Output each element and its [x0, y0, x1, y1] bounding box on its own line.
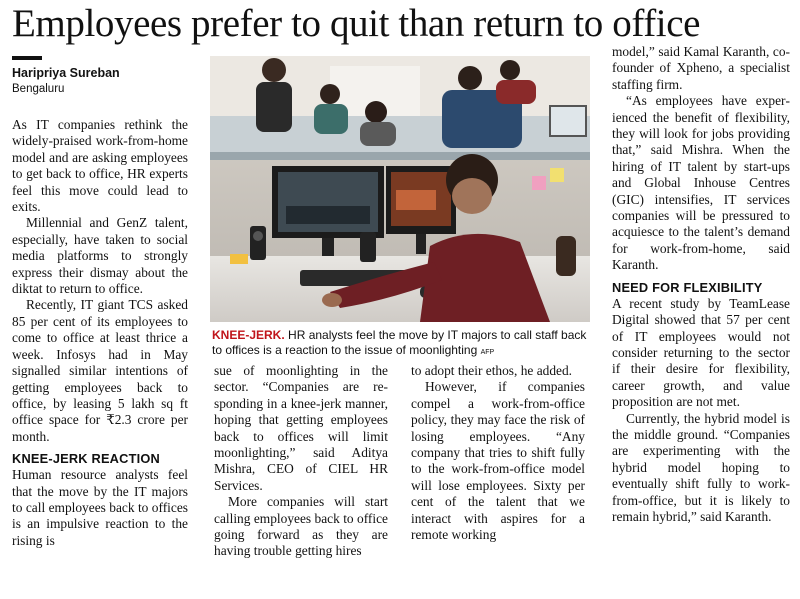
paragraph: “As employees have exper­ienced the bene…: [612, 93, 790, 273]
byline-author: Haripriya Sureban: [12, 66, 120, 80]
paragraph: model,” said Kamal Karanth, co-founder o…: [612, 44, 790, 92]
paragraph: to adopt their ethos, he added.: [411, 363, 573, 378]
headline: Employees prefer to quit than return to …: [12, 2, 701, 45]
article-photo: [210, 56, 590, 322]
paragraph: More companies will start calling employ…: [214, 494, 388, 559]
caption-kicker: KNEE-JERK.: [212, 328, 285, 342]
office-workers-photo: [210, 56, 590, 322]
paragraph: As IT companies rethink the widely-prais…: [12, 117, 188, 215]
paragraph: Recently, IT giant TCS asked 85 per cent…: [12, 297, 188, 444]
paragraph: Millennial and GenZ tal­ent, especially,…: [12, 215, 188, 297]
article-column-1: As IT companies rethink the widely-prais…: [12, 117, 188, 549]
article-column-2: sue of moonlighting in the sector. “Comp…: [214, 363, 388, 560]
photo-caption: KNEE-JERK. HR analysts feel the move by …: [212, 328, 592, 360]
photo-credit: AFP: [480, 349, 495, 356]
article-column-3: to adopt their ethos, he added. However,…: [411, 363, 585, 543]
paragraph: However, if companies compel a work-from…: [411, 379, 585, 543]
paragraph: A recent study by TeamLease Digital show…: [612, 295, 790, 410]
byline-rule: [12, 56, 42, 60]
subheading-need-for-flexibility: NEED FOR FLEXIBILITY: [612, 279, 763, 295]
paragraph: Human resource analysts feel that the mo…: [12, 467, 188, 548]
paragraph: sue of moonlighting in the sector. “Comp…: [214, 363, 388, 493]
paragraph: Currently, the hybrid model is the middl…: [612, 410, 790, 524]
byline-location: Bengaluru: [12, 83, 65, 95]
subheading-knee-jerk-reaction: KNEE-JERK REACTION: [12, 451, 160, 467]
caption-text: HR analysts feel the move by IT majors t…: [212, 328, 587, 357]
article-column-4: model,” said Kamal Karanth, co-founder o…: [612, 44, 790, 525]
